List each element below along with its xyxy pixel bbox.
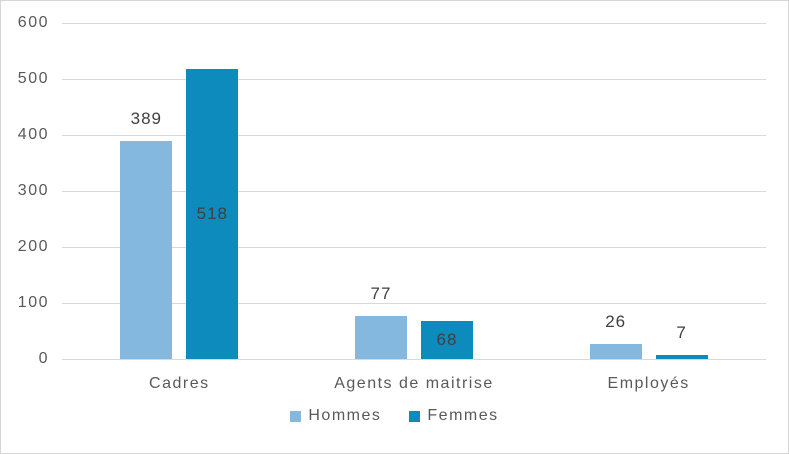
bar-hommes-agents-de-maitrise xyxy=(355,315,407,359)
gridline xyxy=(62,135,766,136)
legend-item-femmes: Femmes xyxy=(409,406,498,426)
data-label-hommes-cadres: 389 xyxy=(130,109,163,129)
legend-label-femmes: Femmes xyxy=(427,407,499,424)
bar-hommes-employes xyxy=(589,344,642,359)
data-label-hommes-employes: 26 xyxy=(605,312,627,332)
x-category-label-employes: Employés xyxy=(607,375,690,392)
gridline xyxy=(62,247,766,248)
bar-femmes-agents-de-maitrise xyxy=(421,320,473,359)
gridline xyxy=(62,191,766,192)
bar-hommes-cadres xyxy=(120,141,173,359)
data-label-femmes-agents-de-maitrise: 68 xyxy=(436,329,458,349)
y-tick-label: 0 xyxy=(38,350,49,367)
bar-femmes-employes xyxy=(655,355,708,359)
gridline xyxy=(62,359,766,360)
y-tick-label: 200 xyxy=(17,238,49,255)
y-tick-label: 300 xyxy=(17,182,49,199)
gridline xyxy=(62,23,766,24)
data-label-femmes-cadres: 518 xyxy=(196,203,229,223)
x-category-label-cadres: Cadres xyxy=(149,375,210,392)
bar-femmes-cadres xyxy=(186,68,239,359)
legend-item-hommes: Hommes xyxy=(290,406,381,426)
legend: Hommes Femmes xyxy=(1,406,788,426)
gridline xyxy=(62,303,766,304)
legend-label-hommes: Hommes xyxy=(308,407,382,424)
gridline xyxy=(62,79,766,80)
x-category-label-agents-de-maitrise: Agents de maitrise xyxy=(334,375,494,392)
y-tick-label: 500 xyxy=(17,70,49,87)
y-tick-label: 100 xyxy=(17,294,49,311)
data-label-femmes-employes: 7 xyxy=(676,323,687,343)
y-tick-label: 400 xyxy=(17,126,49,143)
y-tick-label: 600 xyxy=(17,14,49,31)
legend-swatch-hommes xyxy=(290,410,302,422)
legend-swatch-femmes xyxy=(409,410,421,422)
data-label-hommes-agents-de-maitrise: 77 xyxy=(370,283,392,303)
